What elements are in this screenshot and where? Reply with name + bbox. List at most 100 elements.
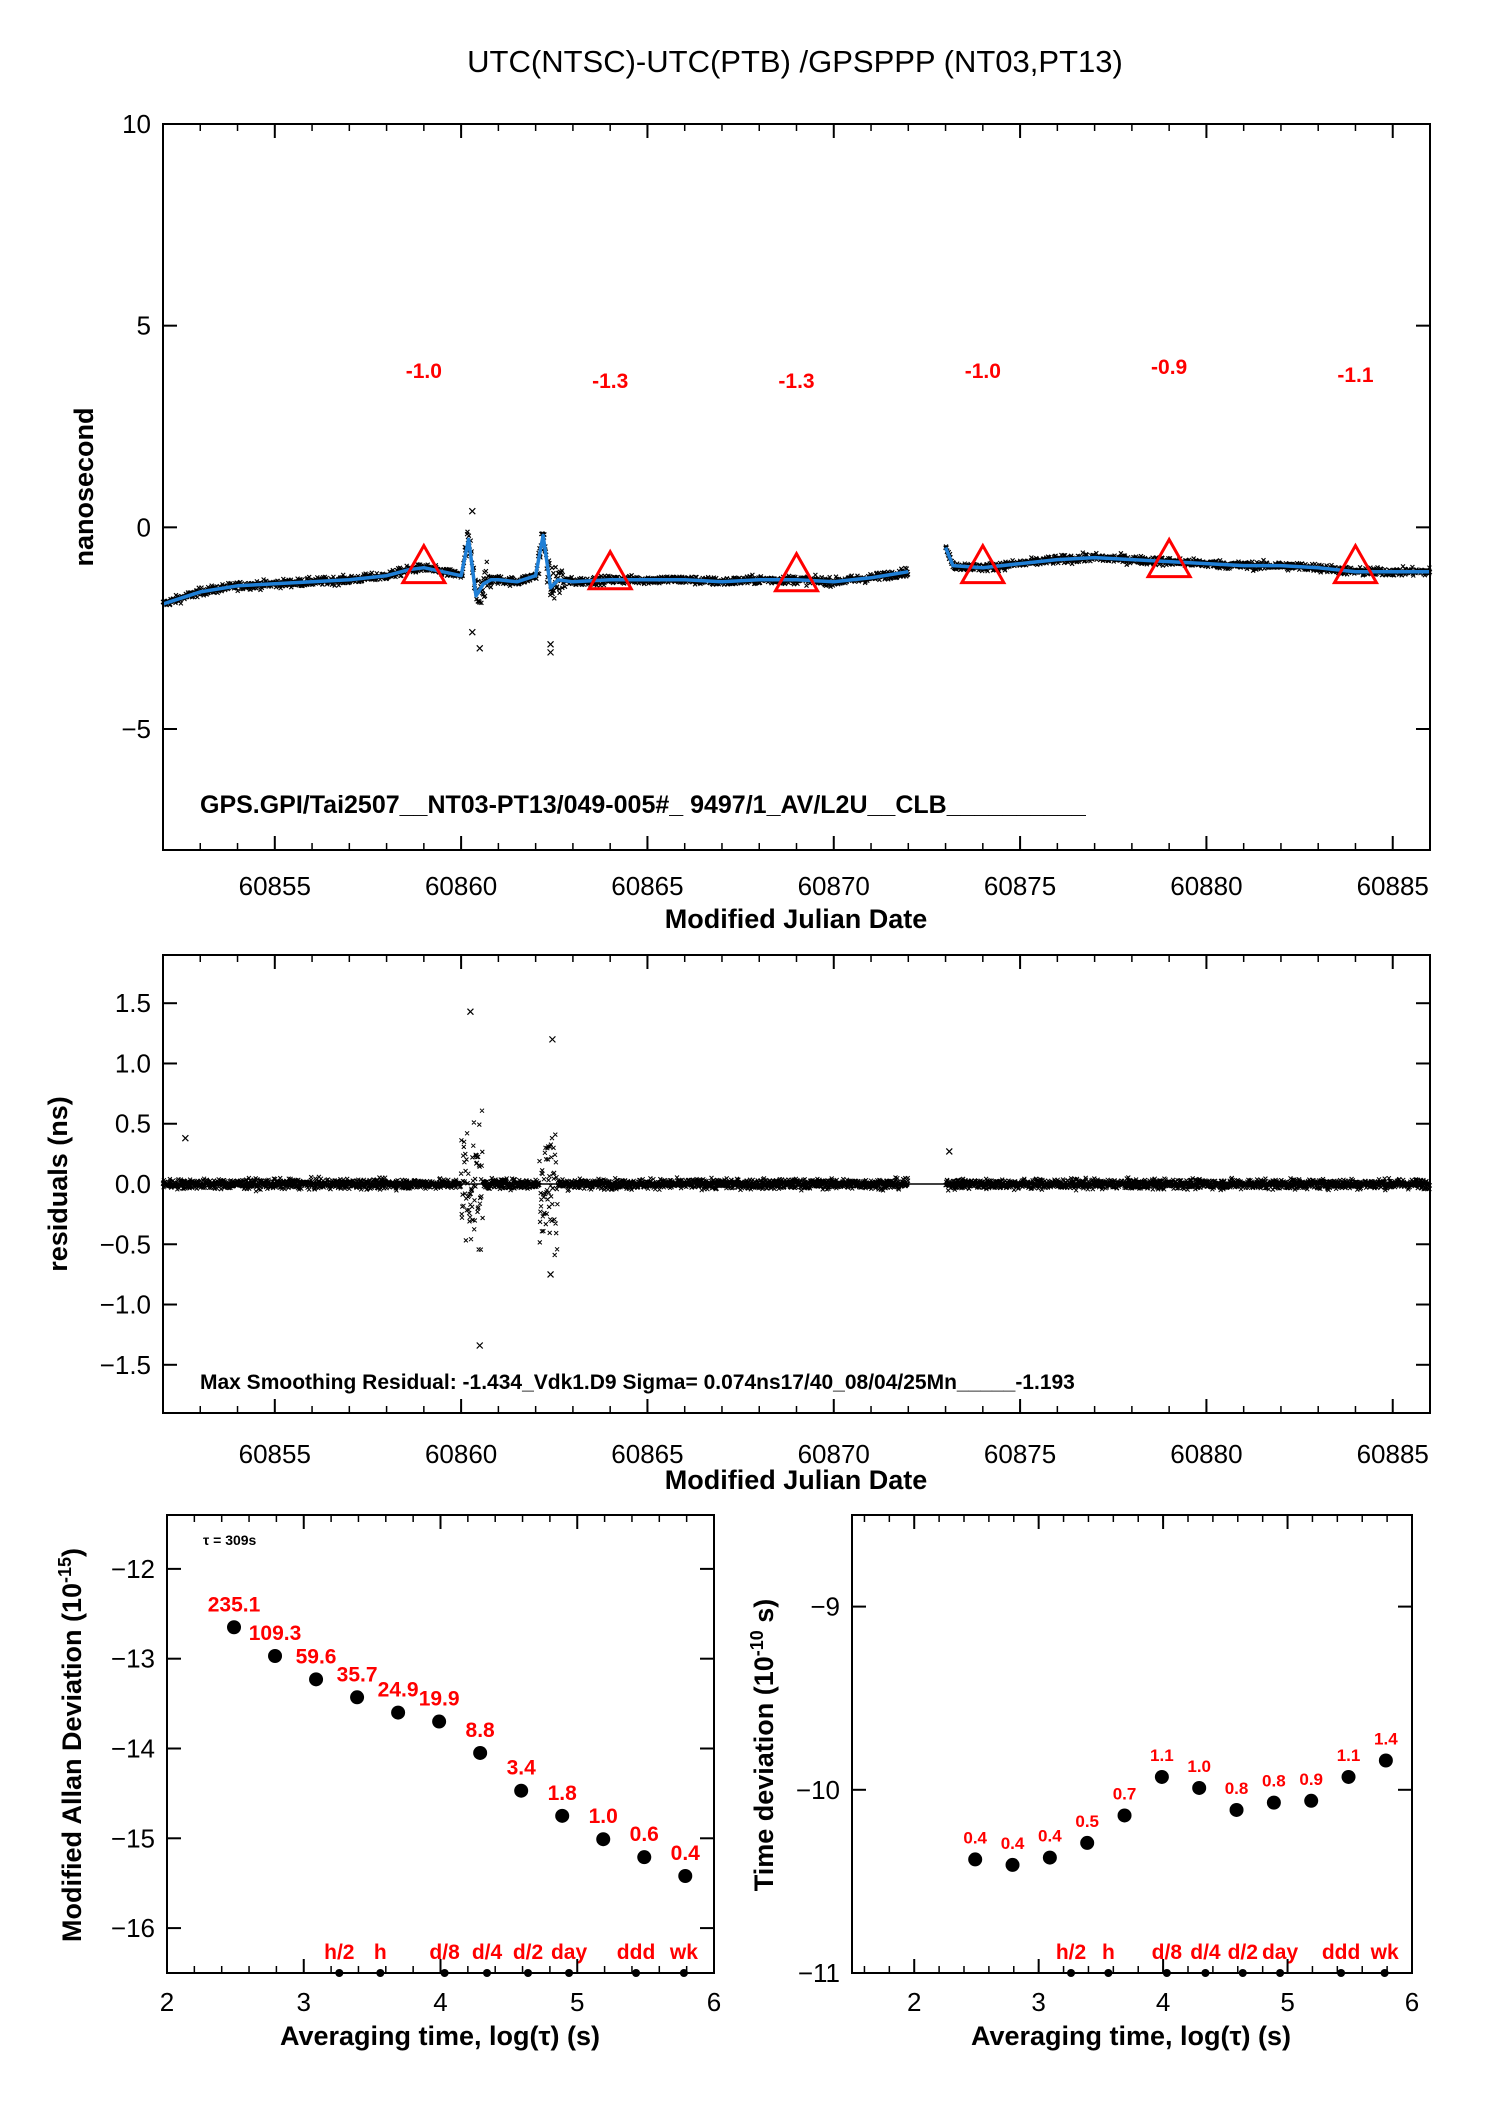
deviation-point <box>596 1832 611 1847</box>
y-tick-label: 1.0 <box>115 1048 151 1078</box>
x-tick-label: 60885 <box>1357 871 1429 901</box>
marker-value-label: -1.0 <box>406 360 442 383</box>
tau-marker-label: day <box>1262 1941 1299 1964</box>
mdev-x-axis-title: Averaging time, log(τ) (s) <box>280 2021 600 2051</box>
tdev-x-axis-title: Averaging time, log(τ) (s) <box>971 2021 1291 2051</box>
mdev-y-axis-title: Modified Allan Deviation (10-15) <box>55 1548 87 1942</box>
outlier-point <box>468 628 476 636</box>
deviation-value-label: 0.8 <box>1262 1772 1286 1791</box>
mdev-y-title-main: Modified Allan Deviation (10 <box>57 1583 87 1942</box>
tau-marker-label: wk <box>669 1941 698 1964</box>
deviation-point <box>1304 1793 1319 1808</box>
tdev-axes: 2 3 4 5 6 −11 −10 −9 <box>796 1515 1419 2017</box>
mdev-axes: 2 3 4 5 6 −16 −15 −14 −13 −12 <box>111 1515 721 2017</box>
y-tick-label: 0 <box>137 512 151 542</box>
triangle-marker <box>772 550 821 593</box>
deviation-point <box>1117 1808 1132 1823</box>
deviation-value-label: 1.4 <box>1374 1729 1398 1748</box>
tdev-y-title-main: Time deviation (10 <box>749 1656 779 1891</box>
x-tick-label: 3 <box>297 1987 311 2017</box>
y-tick-label: −9 <box>810 1592 840 1622</box>
triangle-marker <box>959 542 1007 585</box>
mdev-y-title-close: ) <box>57 1548 87 1557</box>
deviation-value-label: 0.8 <box>1225 1779 1249 1798</box>
deviation-point <box>555 1808 570 1823</box>
x-tick-label: 2 <box>160 1987 174 2017</box>
marker-value-label: -1.0 <box>965 360 1001 383</box>
deviation-point <box>968 1852 983 1867</box>
panel-modified-allan-deviation: 235.1 109.359.635.724.9 19.9 8.8 3.4 1.8 1.0 0.… <box>55 1514 721 2051</box>
triangle-marker <box>1331 542 1380 585</box>
tau-marker-label: d/8 <box>429 1941 460 1964</box>
tau-marker-label: ddd <box>617 1941 655 1964</box>
deviation-point <box>1192 1780 1207 1795</box>
outlier-point <box>476 644 484 652</box>
deviation-value-label: 0.4 <box>1038 1827 1062 1846</box>
deviation-value-label: 8.8 <box>466 1719 496 1742</box>
deviation-value-label: 109.3 <box>249 1622 302 1645</box>
y-tick-label: −15 <box>111 1823 155 1853</box>
deviation-point <box>473 1745 488 1760</box>
y-tick-label: 0.0 <box>115 1169 151 1199</box>
deviation-value-label: 59.6 <box>296 1645 337 1668</box>
deviation-point <box>1005 1857 1020 1872</box>
tdev-frame <box>851 1514 1413 1974</box>
y-tick-label: −5 <box>121 714 151 744</box>
deviation-value-label: 1.1 <box>1337 1746 1361 1765</box>
x-tick-label: 60865 <box>611 871 683 901</box>
triangle-marker <box>1145 536 1193 579</box>
tdev-y-title-close: s) <box>749 1599 779 1631</box>
y-tick-label: −10 <box>796 1775 840 1805</box>
x-tick-label: 4 <box>1156 1987 1170 2017</box>
x-tick-label: 60860 <box>425 1439 497 1469</box>
deviation-point <box>350 1690 365 1705</box>
triangle-marker <box>400 542 448 585</box>
y-tick-label: −16 <box>111 1913 155 1943</box>
x-tick-label: 60870 <box>798 871 870 901</box>
main-title: UTC(NTSC)-UTC(PTB) /GPSPPP (NT03,PT13) <box>467 44 1123 79</box>
y-tick-label: −1.5 <box>100 1350 151 1380</box>
tau-marker-label: h <box>374 1941 387 1964</box>
tau-marker-label: day <box>551 1941 588 1964</box>
deviation-value-label: 0.9 <box>1299 1770 1323 1789</box>
residual-outlier <box>547 1270 554 1278</box>
x-tick-label: 4 <box>433 1987 447 2017</box>
deviation-point <box>637 1850 652 1865</box>
deviation-value-label: 3.4 <box>507 1757 537 1780</box>
y-tick-label: 0.5 <box>115 1109 151 1139</box>
deviation-value-label: 1.1 <box>1150 1746 1174 1765</box>
triangle-marker <box>586 548 634 591</box>
x-tick-label: 2 <box>907 1987 921 2017</box>
residuals-y-axis-title: residuals (ns) <box>43 1096 73 1272</box>
panel-residuals: 60855 60860 60865 60870 60875 60880 60885 −1.5 −… <box>43 954 1433 1495</box>
residual-outlier <box>181 1134 189 1142</box>
tau-marker-label: d/8 <box>1152 1941 1183 1964</box>
deviation-value-label: 0.4 <box>963 1828 987 1847</box>
tdev-y-title-exp: -10 <box>747 1630 767 1656</box>
time-series-annotation: GPS.GPI/Tai2507__NT03-PT13/049-005#_ 949… <box>200 791 1087 819</box>
deviation-value-label: 0.4 <box>671 1842 701 1865</box>
residuals-x-axis-title: Modified Julian Date <box>665 1465 928 1495</box>
x-tick-label: 5 <box>570 1987 584 2017</box>
tau-marker-label: d/2 <box>1228 1941 1258 1964</box>
marker-value-label: -1.3 <box>778 370 814 393</box>
y-tick-label: −13 <box>111 1644 155 1674</box>
tau-marker-label: h/2 <box>1056 1941 1086 1964</box>
tau-marker-label: h/2 <box>324 1941 354 1964</box>
tau-marker-label: h <box>1102 1941 1115 1964</box>
smoothed-fit-line-1 <box>162 533 909 606</box>
x-tick-label: 60885 <box>1357 1439 1429 1469</box>
deviation-value-label: 1.0 <box>1187 1757 1211 1776</box>
time-series-x-axis-title: Modified Julian Date <box>665 904 928 934</box>
tdev-plot-area: 0.4 0.4 0.4 0.5 0.7 1.1 1.0 0.8 0.8 0.9 1.1 1.4 h/2 h… <box>963 1729 1399 1977</box>
residuals-annotation: Max Smoothing Residual: -1.434_Vdk1.D9 S… <box>200 1371 1075 1394</box>
deviation-value-label: 235.1 <box>208 1593 261 1616</box>
tdev-y-axis-title: Time deviation (10-10 s) <box>747 1599 779 1892</box>
y-tick-label: −1.0 <box>100 1290 151 1320</box>
x-tick-label: 60880 <box>1170 871 1242 901</box>
marker-value-label: -1.1 <box>1337 364 1374 387</box>
x-tick-label: 3 <box>1031 1987 1045 2017</box>
marker-value-label: -0.9 <box>1151 356 1187 379</box>
panel-time-deviation: 0.4 0.4 0.4 0.5 0.7 1.1 1.0 0.8 0.8 0.9 1.1 1.4 h/2 h… <box>747 1514 1419 2051</box>
time-series-axes: 60855 60860 60865 60870 60875 60880 60885 −5 0 5 1… <box>121 109 1431 901</box>
